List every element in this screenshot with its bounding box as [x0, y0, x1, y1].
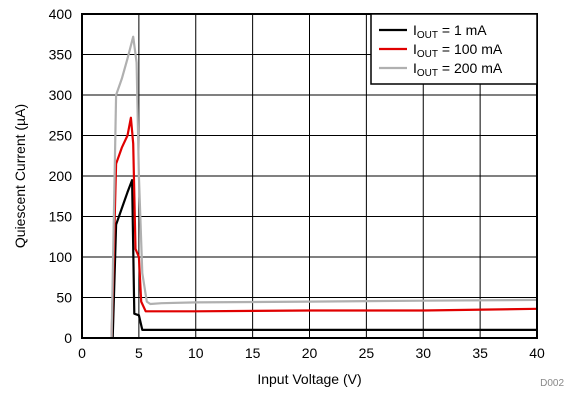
y-tick-label: 0: [64, 330, 72, 346]
x-axis-title: Input Voltage (V): [257, 371, 361, 387]
x-tick-label: 40: [529, 345, 545, 361]
x-tick-label: 15: [245, 345, 261, 361]
x-tick-label: 10: [188, 345, 204, 361]
y-tick-label: 100: [49, 249, 73, 265]
y-tick-label: 350: [49, 47, 73, 63]
y-tick-label: 400: [49, 6, 73, 22]
y-tick-label: 300: [49, 87, 73, 103]
series-layer: [110, 35, 538, 339]
y-axis-title: Quiescent Current (µA): [12, 104, 28, 248]
series-line-1: [111, 179, 537, 339]
series-line-2: [110, 116, 538, 339]
x-tick-label: 5: [135, 345, 143, 361]
x-tick-label: 0: [78, 345, 86, 361]
y-tick-label: 200: [49, 168, 73, 184]
y-tick-label: 250: [49, 128, 73, 144]
legend-label-3: IOUT = 200 mA: [413, 60, 503, 79]
x-tick-label: 25: [359, 345, 375, 361]
plot-frame: [81, 13, 538, 339]
y-tick-label: 150: [49, 209, 73, 225]
legend-label-2: IOUT = 100 mA: [413, 41, 503, 60]
x-tick-label: 35: [472, 345, 488, 361]
figure-id: D002: [540, 378, 564, 389]
y-tick-label: 50: [56, 290, 72, 306]
y-tick-labels: 0 50 100 150 200 250 300 350 400: [49, 6, 73, 346]
series-line-3: [110, 35, 538, 339]
x-tick-labels: 0 5 10 15 20 25 30 35 40: [78, 345, 545, 361]
x-tick-label: 20: [302, 345, 318, 361]
legend-label-1: IOUT = 1 mA: [413, 22, 487, 41]
x-tick-label: 30: [415, 345, 431, 361]
